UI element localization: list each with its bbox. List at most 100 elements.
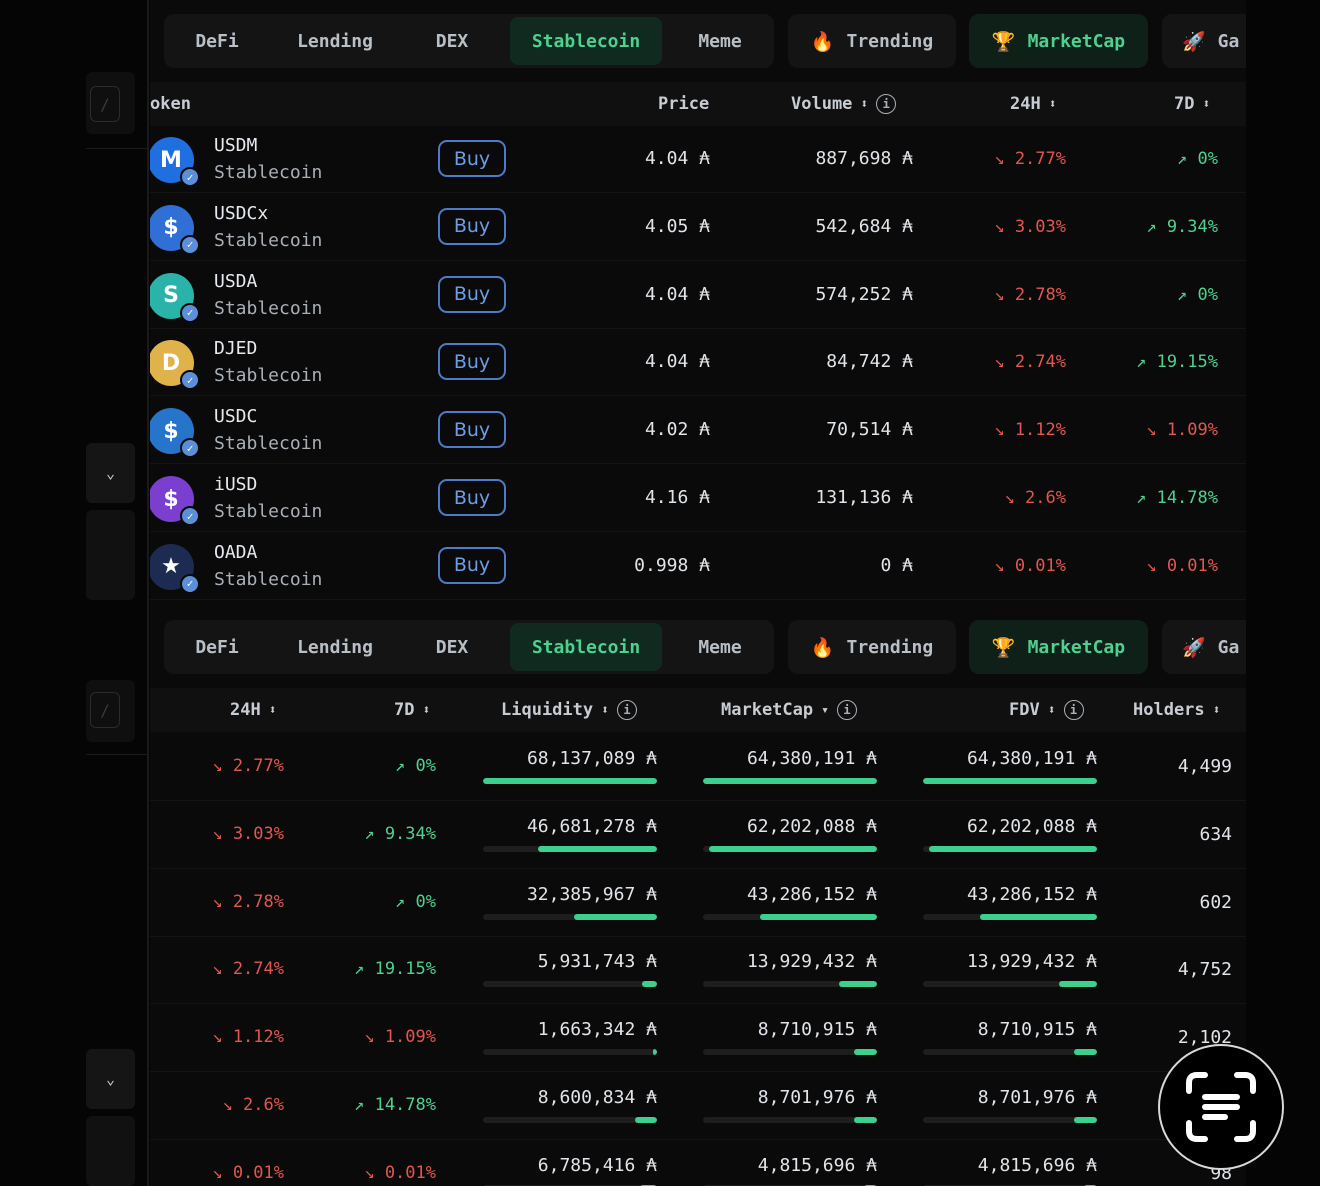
table-row[interactable]: $ ✓ USDC Stablecoin Buy 4.02 ₳ 70,514 ₳ ↘ 1.12%… bbox=[150, 397, 1246, 465]
marketcap-value: 4,815,696 ₳ bbox=[757, 1154, 877, 1176]
sort-icon[interactable]: ⬍ bbox=[268, 702, 277, 718]
verified-badge-icon: ✓ bbox=[180, 234, 200, 255]
change-7d: ↗ 19.15% bbox=[1136, 352, 1218, 373]
info-icon[interactable]: i bbox=[1063, 700, 1084, 720]
sort-icon[interactable]: ⬍ bbox=[1212, 702, 1221, 718]
search-shortcut-icon[interactable]: / bbox=[90, 692, 120, 728]
tab-meme[interactable]: Meme bbox=[698, 636, 742, 658]
table-row[interactable]: ★ ✓ OADA Stablecoin Buy 0.998 ₳ 0 ₳ ↘ 0.01% ↘ 0.… bbox=[150, 533, 1246, 600]
token-symbol[interactable]: iUSD bbox=[214, 474, 258, 495]
header-7d[interactable]: 7D ⬍ bbox=[1174, 82, 1210, 126]
sort-icon[interactable]: ⬍ bbox=[601, 702, 609, 718]
table-row[interactable]: S ✓ USDA Stablecoin Buy 4.04 ₳ 574,252 ₳ ↘ 2.78… bbox=[150, 262, 1246, 329]
sort-icon[interactable]: ⬍ bbox=[1047, 702, 1056, 718]
tab-defi[interactable]: DeFi bbox=[195, 636, 239, 658]
tab-defi[interactable]: DeFi bbox=[195, 30, 239, 52]
liquidity-bar bbox=[483, 1184, 657, 1186]
fdv-bar-fill bbox=[1073, 1049, 1097, 1056]
sort-icon[interactable]: ⬍ bbox=[422, 702, 431, 718]
sort-icon[interactable]: ⬍ bbox=[860, 96, 869, 112]
marketcap-pill[interactable]: 🏆 MarketCap bbox=[969, 620, 1148, 674]
token-symbol[interactable]: USDM bbox=[214, 135, 258, 156]
table-row[interactable]: ↘ 2.6% ↗ 14.78% 8,600,834 ₳ 8,701,976 ₳ 8,70… bbox=[150, 1073, 1246, 1140]
header-24h[interactable]: 24H ⬍ bbox=[230, 688, 277, 732]
marketcap-pill[interactable]: 🏆 MarketCap bbox=[969, 14, 1148, 68]
verified-badge-icon: ✓ bbox=[180, 573, 200, 594]
change-7d: ↘ 0.01% bbox=[1146, 555, 1218, 576]
liquidity-bar-fill bbox=[574, 913, 657, 920]
gainers-pill[interactable]: 🚀 Ga bbox=[1162, 14, 1246, 68]
buy-button[interactable]: Buy bbox=[438, 343, 506, 381]
token-symbol[interactable]: USDC bbox=[214, 406, 258, 428]
text-scan-button[interactable] bbox=[1158, 1044, 1284, 1170]
token-symbol[interactable]: USDCx bbox=[214, 202, 269, 224]
buy-button[interactable]: Buy bbox=[438, 546, 506, 584]
header-holders[interactable]: Holders ⬍ bbox=[1133, 688, 1220, 732]
header-marketcap-label: MarketCap bbox=[721, 700, 814, 720]
table-row[interactable]: $ ✓ USDCx Stablecoin Buy 4.05 ₳ 542,684 ₳ ↘ 3.0… bbox=[150, 194, 1246, 261]
table-row[interactable]: ↘ 2.78% ↗ 0% 32,385,967 ₳ 43,286,152 ₳ 43,28… bbox=[150, 870, 1246, 937]
info-icon[interactable]: i bbox=[616, 700, 637, 720]
table-row[interactable]: ↘ 1.12% ↘ 1.09% 1,663,342 ₳ 8,710,915 ₳ 8,71… bbox=[150, 1005, 1246, 1073]
header-price[interactable]: Price bbox=[658, 94, 710, 114]
header-24h-label: 24H bbox=[1010, 94, 1041, 114]
header-marketcap[interactable]: MarketCap ▾ i bbox=[721, 688, 857, 732]
fdv-bar-fill bbox=[1083, 1184, 1097, 1186]
buy-button[interactable]: Buy bbox=[438, 140, 506, 177]
header-liquidity[interactable]: Liquidity ⬍ i bbox=[501, 688, 637, 732]
header-7d[interactable]: 7D ⬍ bbox=[394, 688, 430, 732]
info-icon[interactable]: i bbox=[876, 94, 897, 114]
buy-button[interactable]: Buy bbox=[438, 411, 506, 449]
rocket-icon: 🚀 bbox=[1182, 636, 1206, 659]
gainers-pill[interactable]: 🚀 Ga bbox=[1162, 620, 1246, 674]
header-fdv[interactable]: FDV ⬍ i bbox=[1009, 688, 1084, 732]
token-category: Stablecoin bbox=[214, 297, 323, 319]
fdv-bar bbox=[923, 778, 1097, 784]
table-row[interactable]: M ✓ USDM Stablecoin Buy 4.04 ₳ 887,698 ₳ ↘ 2.77… bbox=[150, 126, 1246, 193]
chevron-down-icon[interactable]: ⌄ bbox=[86, 443, 135, 503]
info-icon[interactable]: i bbox=[836, 700, 857, 720]
sidebar-search-slot bbox=[86, 680, 135, 742]
verified-badge-icon: ✓ bbox=[180, 438, 200, 459]
price-value: 4.04 ₳ bbox=[644, 351, 710, 373]
trending-pill[interactable]: 🔥 Trending bbox=[788, 620, 956, 674]
tab-stablecoin[interactable]: Stablecoin bbox=[510, 17, 662, 65]
table-row[interactable]: ↘ 2.74% ↗ 19.15% 5,931,743 ₳ 13,929,432 ₳ 13… bbox=[150, 937, 1246, 1005]
header-holders-label: Holders bbox=[1133, 700, 1205, 720]
tab-lending[interactable]: Lending bbox=[297, 636, 373, 658]
buy-button[interactable]: Buy bbox=[438, 479, 506, 516]
liquidity-bar bbox=[483, 1117, 657, 1123]
buy-button[interactable]: Buy bbox=[438, 275, 506, 313]
header-volume[interactable]: Volume ⬍ i bbox=[791, 82, 897, 126]
tab-dex[interactable]: DEX bbox=[435, 636, 469, 658]
gainers-label: Ga bbox=[1217, 636, 1240, 658]
table-row[interactable]: $ ✓ iUSD Stablecoin Buy 4.16 ₳ 131,136 ₳ ↘ 2.6%… bbox=[150, 465, 1246, 532]
sort-icon[interactable]: ⬍ bbox=[1202, 96, 1211, 112]
holders-value: 634 bbox=[1199, 823, 1232, 845]
sort-desc-icon[interactable]: ▾ bbox=[821, 702, 829, 718]
token-symbol[interactable]: OADA bbox=[214, 541, 258, 563]
table-row[interactable]: ↘ 0.01% ↘ 0.01% 6,785,416 ₳ 4,815,696 ₳ 4,81… bbox=[150, 1141, 1246, 1186]
token-symbol[interactable]: USDA bbox=[214, 270, 258, 292]
tab-lending[interactable]: Lending bbox=[297, 30, 373, 52]
table-row[interactable]: D ✓ DJED Stablecoin Buy 4.04 ₳ 84,742 ₳ ↘ 2.74%… bbox=[150, 329, 1246, 397]
header-24h[interactable]: 24H ⬍ bbox=[1010, 82, 1057, 126]
tab-meme[interactable]: Meme bbox=[698, 30, 742, 52]
trending-pill[interactable]: 🔥 Trending bbox=[788, 14, 956, 68]
table-area: DeFi Lending DEX Stablecoin Meme 🔥 Trend… bbox=[150, 0, 1246, 600]
search-shortcut-icon[interactable]: / bbox=[90, 86, 120, 122]
token-category: Stablecoin bbox=[214, 501, 323, 522]
buy-button[interactable]: Buy bbox=[438, 207, 506, 245]
table-row[interactable]: ↘ 2.77% ↗ 0% 68,137,089 ₳ 64,380,191 ₳ 64,38… bbox=[150, 734, 1246, 801]
chevron-down-icon[interactable]: ⌄ bbox=[86, 1049, 135, 1109]
tab-stablecoin[interactable]: Stablecoin bbox=[510, 623, 662, 671]
trending-label: Trending bbox=[846, 30, 934, 52]
marketcap-value: 8,701,976 ₳ bbox=[757, 1087, 877, 1108]
change-24h: ↘ 3.03% bbox=[212, 823, 284, 844]
sort-icon[interactable]: ⬍ bbox=[1048, 96, 1057, 112]
token-symbol[interactable]: DJED bbox=[214, 338, 258, 360]
table-row[interactable]: ↘ 3.03% ↗ 9.34% 46,681,278 ₳ 62,202,088 ₳ 62… bbox=[150, 802, 1246, 869]
holders-value: 2,102 bbox=[1177, 1027, 1232, 1049]
tab-dex[interactable]: DEX bbox=[435, 30, 469, 52]
price-value: 4.16 ₳ bbox=[644, 487, 710, 508]
